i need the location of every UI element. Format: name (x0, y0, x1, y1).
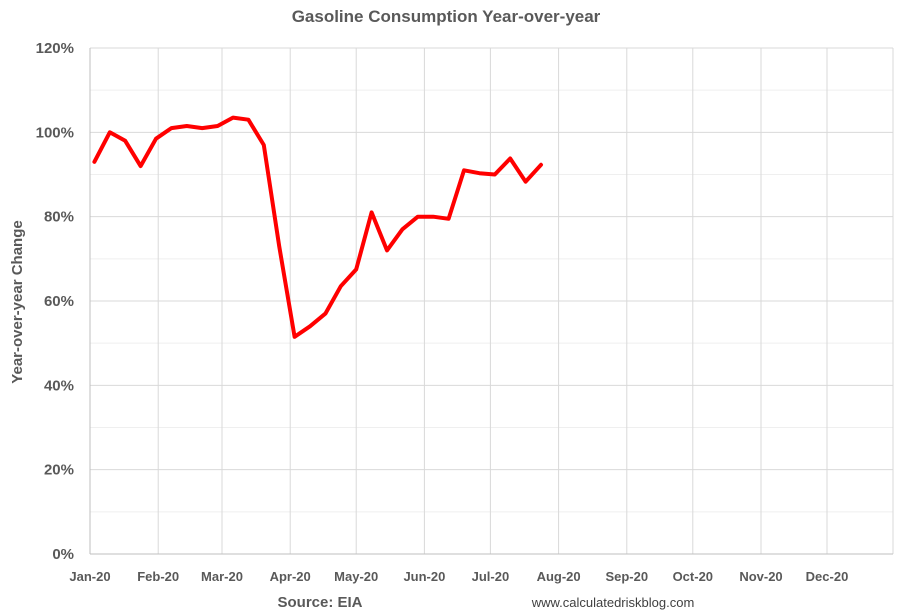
x-tick-label-8: Sep-20 (605, 569, 648, 584)
data-point-0-22 (432, 216, 434, 218)
data-point-0-10 (247, 119, 249, 121)
source-label: Source: EIA (277, 594, 362, 611)
data-point-0-23 (448, 218, 450, 220)
x-tick-label-1: Feb-20 (137, 569, 179, 584)
y-tick-labels: 0% 20% 40% 60% 80% 100% 120% (36, 40, 74, 563)
x-tick-label-2: Mar-20 (201, 569, 243, 584)
data-point-0-8 (217, 125, 219, 127)
x-tick-label-4: May-20 (334, 569, 378, 584)
data-point-0-0 (93, 161, 95, 163)
axes (89, 48, 893, 555)
data-point-0-9 (232, 116, 234, 119)
data-point-0-5 (170, 127, 172, 129)
x-tick-label-9: Oct-20 (673, 569, 713, 584)
data-point-0-16 (340, 285, 342, 287)
data-point-0-19 (386, 249, 388, 251)
grid (90, 47, 894, 554)
data-point-0-25 (478, 172, 480, 174)
data-point-0-4 (155, 138, 157, 140)
data-point-0-17 (355, 268, 357, 270)
series-line-0 (92, 115, 543, 339)
data-point-0-28 (525, 181, 527, 183)
y-tick-label-2: 40% (44, 377, 74, 394)
y-tick-label-6: 120% (36, 40, 74, 57)
x-tick-label-0: Jan-20 (69, 569, 110, 584)
data-point-0-2 (124, 140, 126, 142)
data-point-0-13 (294, 336, 296, 338)
data-point-0-11 (263, 144, 265, 146)
data-point-0-14 (309, 325, 311, 327)
series-layer (92, 115, 543, 339)
y-tick-label-5: 100% (36, 124, 74, 141)
data-point-0-20 (401, 228, 403, 230)
data-point-0-18 (371, 211, 373, 214)
data-point-0-3 (140, 165, 142, 167)
x-tick-label-5: Jun-20 (403, 569, 445, 584)
x-tick-label-7: Aug-20 (537, 569, 581, 584)
data-point-0-24 (463, 169, 465, 171)
data-point-0-6 (186, 125, 188, 127)
y-tick-label-3: 60% (44, 293, 74, 310)
data-point-0-12 (278, 245, 280, 247)
x-tick-labels: Jan-20 Feb-20 Mar-20 Apr-20 May-20 Jun-20 Jul-… (69, 569, 848, 584)
data-point-0-7 (201, 127, 203, 129)
x-tick-label-11: Dec-20 (806, 569, 849, 584)
data-point-0-15 (324, 313, 326, 315)
y-tick-label-4: 80% (44, 209, 74, 226)
y-axis-label: Year-over-year Change (9, 220, 26, 383)
y-tick-label-1: 20% (44, 462, 74, 479)
x-tick-label-6: Jul-20 (472, 569, 510, 584)
y-tick-label-0: 0% (52, 546, 74, 563)
x-tick-label-3: Apr-20 (270, 569, 311, 584)
chart-title: Gasoline Consumption Year-over-year (292, 7, 601, 26)
x-tick-label-10: Nov-20 (739, 569, 782, 584)
data-point-0-29 (540, 164, 542, 166)
credit-label: www.calculatedriskblog.com (531, 595, 695, 610)
data-point-0-26 (494, 173, 496, 176)
data-point-0-1 (109, 131, 111, 133)
data-point-0-21 (417, 216, 419, 218)
data-point-0-27 (509, 157, 511, 160)
